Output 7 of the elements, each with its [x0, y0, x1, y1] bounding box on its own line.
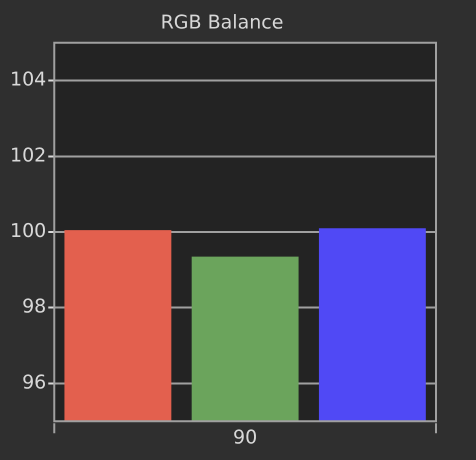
- x-tick-label: 90: [233, 426, 258, 449]
- y-tick-label: 98: [22, 296, 46, 318]
- y-tick-label: 100: [10, 220, 46, 242]
- y-tick-label: 104: [10, 68, 46, 91]
- chart-title: RGB Balance: [160, 11, 284, 34]
- y-tick-label: 96: [22, 371, 46, 394]
- y-tick-label: 102: [10, 144, 46, 166]
